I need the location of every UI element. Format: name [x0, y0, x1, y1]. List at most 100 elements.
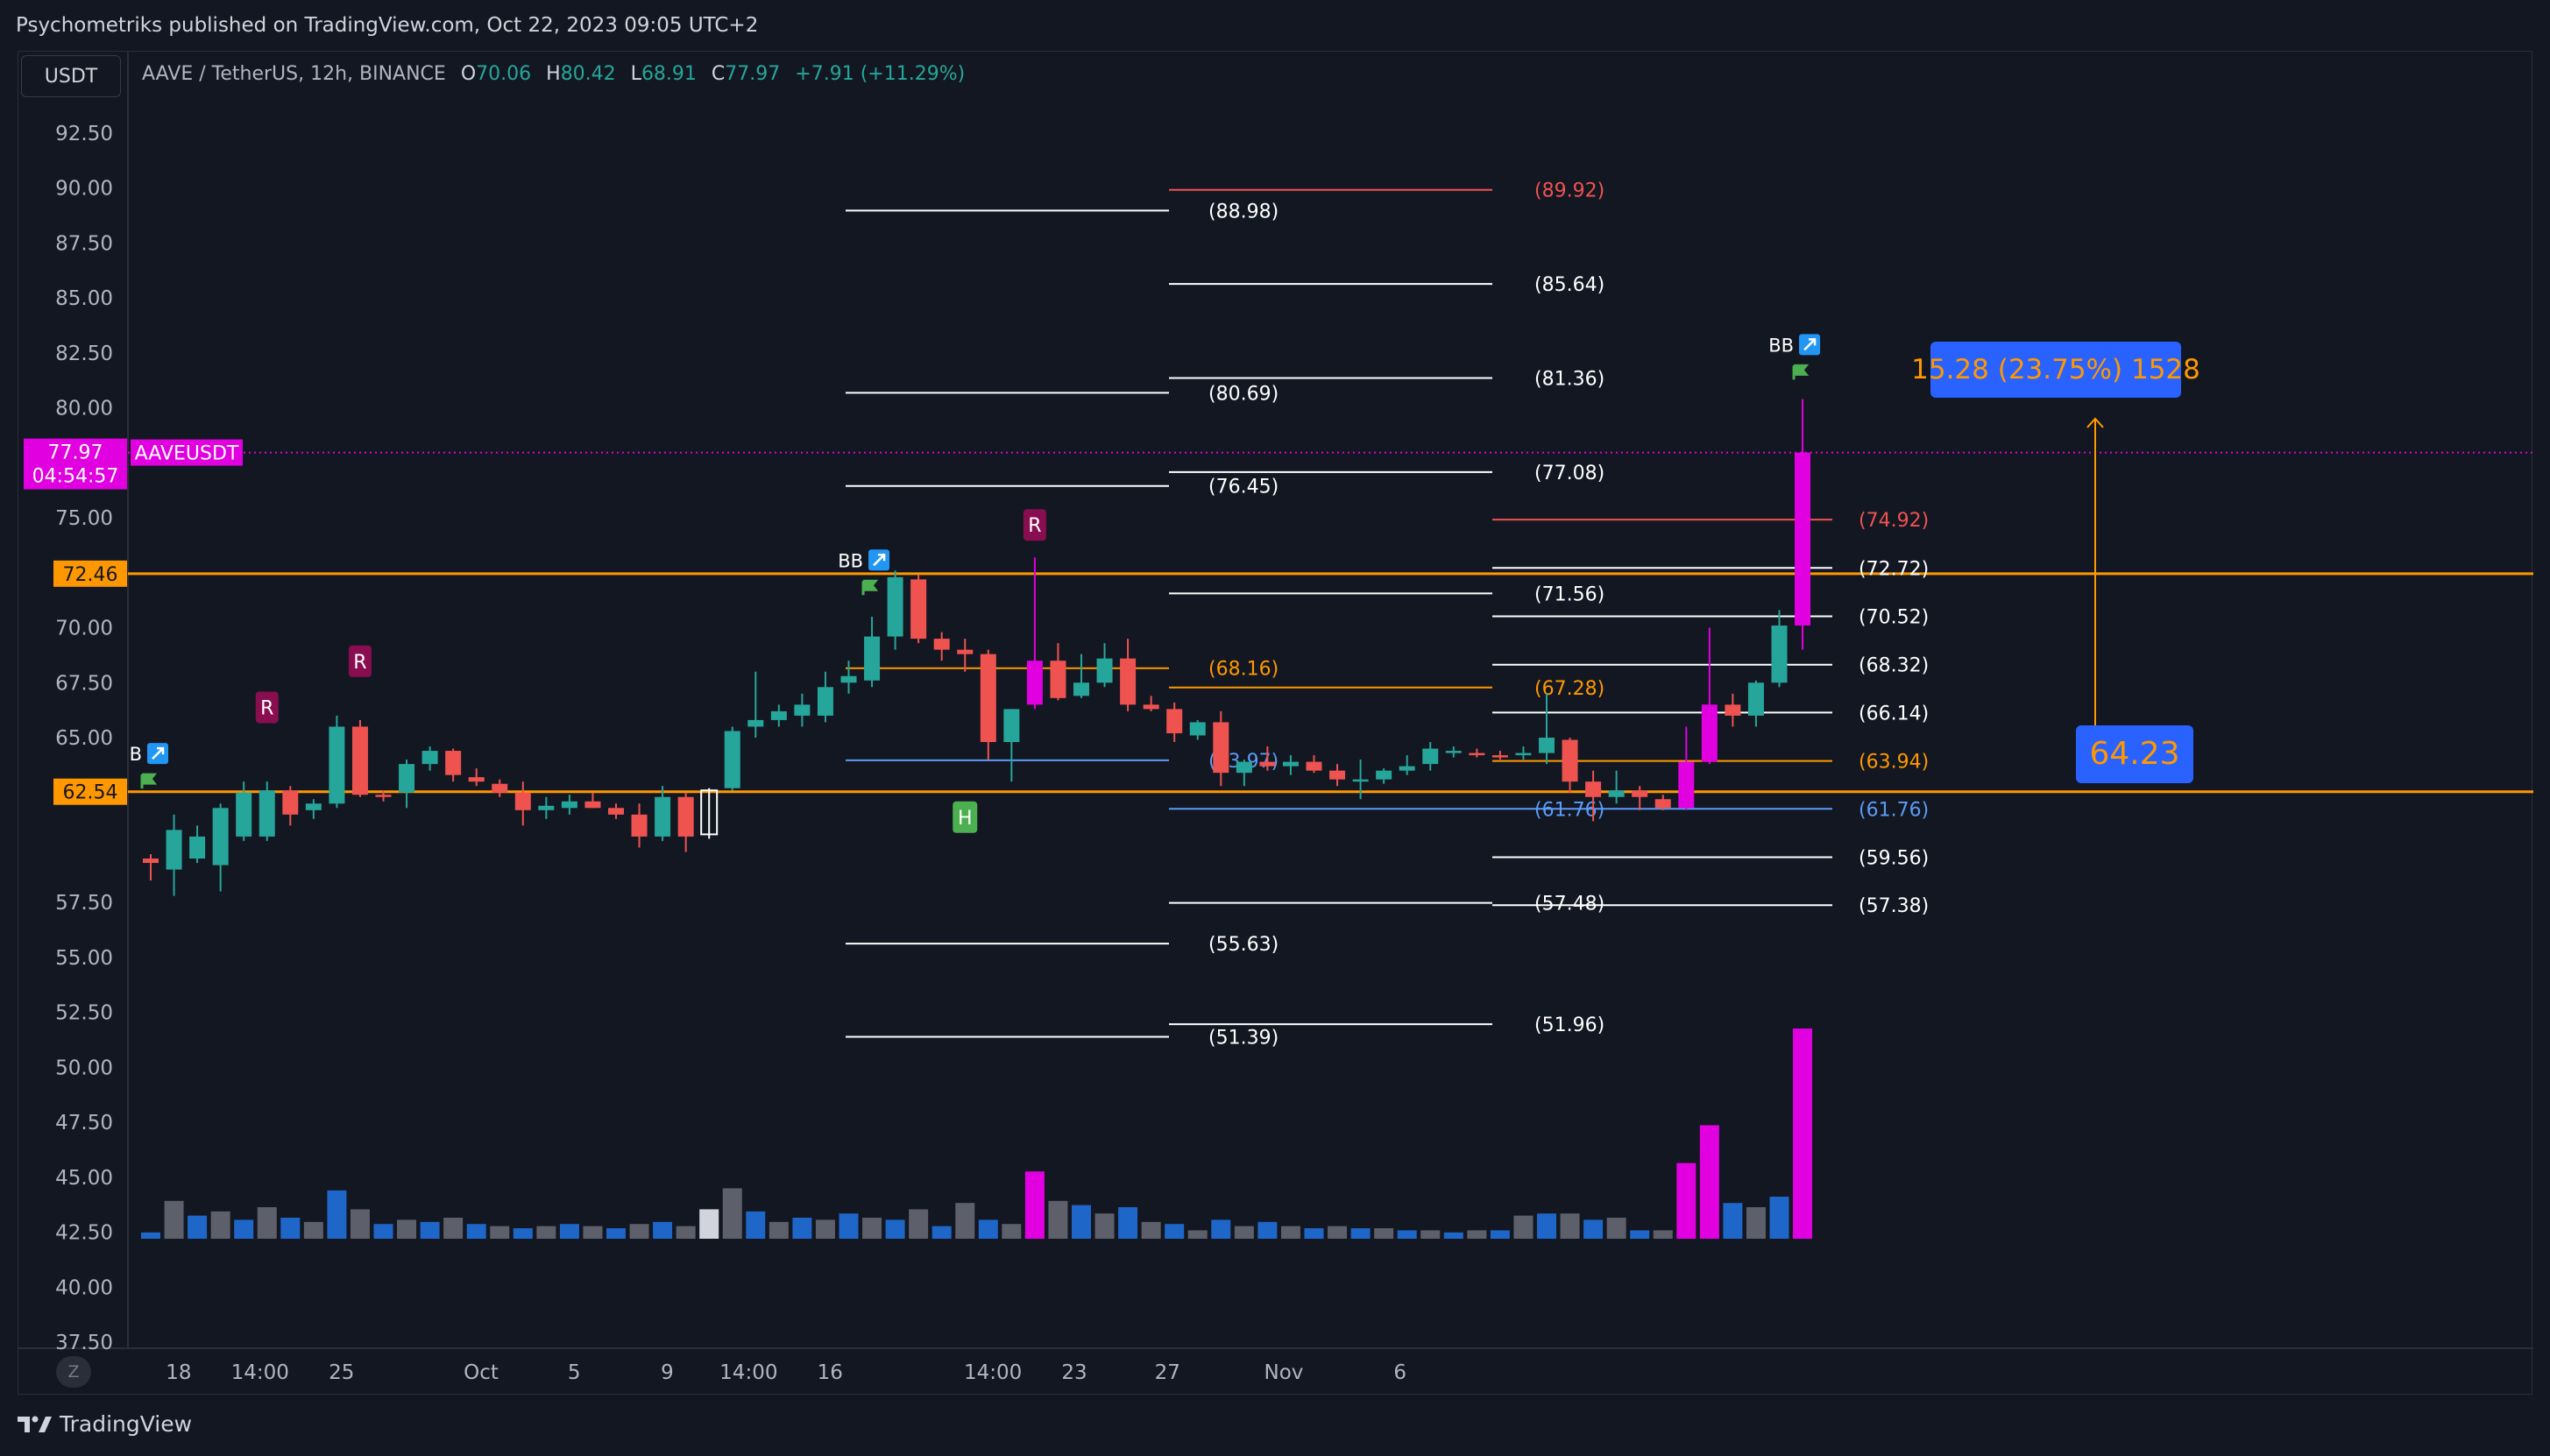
candle-body	[1539, 738, 1555, 753]
volume-bar	[815, 1219, 835, 1239]
price-tick-label: 80.00	[55, 398, 113, 421]
candle-body	[1678, 761, 1695, 809]
price-tick-label: 42.50	[55, 1222, 113, 1245]
horizontal-level-tag	[53, 778, 127, 805]
time-tick-label: 14:00	[231, 1361, 289, 1384]
volume-bar	[606, 1228, 626, 1239]
fib-level-label: (57.48)	[1534, 894, 1604, 915]
candle-body	[1608, 790, 1625, 797]
candle-body	[1096, 658, 1113, 683]
candle-body	[538, 805, 555, 810]
volume-bar	[420, 1221, 440, 1239]
volume-bar	[1560, 1213, 1580, 1239]
candle-body	[421, 751, 438, 765]
candle-body	[910, 579, 927, 640]
candle-body	[1469, 753, 1485, 756]
candle-body	[770, 710, 787, 720]
candle-body	[1422, 748, 1439, 765]
volume-bar	[1072, 1205, 1091, 1239]
price-chart[interactable]: 92.50 90.00 87.50 85.00 82.50 80.00 75.00 70.00…	[18, 52, 2533, 1396]
candle-body	[1236, 761, 1252, 774]
time-tick-label: 23	[1061, 1361, 1087, 1384]
measure-price-label: 64.23	[2089, 736, 2179, 772]
candle-body	[1166, 709, 1183, 733]
legend-change-value: +7.91 (+11.29%)	[795, 63, 966, 85]
volume-bar	[397, 1219, 417, 1239]
volume-bar	[536, 1226, 556, 1239]
candle-body	[1306, 761, 1322, 771]
candle-body	[1654, 799, 1671, 809]
signal-marker-h	[953, 801, 978, 833]
candle-body	[957, 649, 974, 654]
candle-body	[375, 795, 392, 797]
volume-bar	[466, 1224, 486, 1239]
published-header: Psychometriks published on TradingView.c…	[16, 14, 759, 37]
volume-bar	[1165, 1224, 1185, 1239]
last-price-label: 77.97	[48, 442, 103, 464]
candle-body	[1143, 704, 1159, 710]
time-tick-label: 16	[818, 1361, 843, 1384]
candle-body	[1399, 766, 1415, 771]
volume-bar	[1490, 1230, 1510, 1239]
volume-bar	[1676, 1163, 1696, 1239]
volume-bar	[490, 1226, 510, 1239]
candle-body	[399, 764, 415, 793]
volume-bar	[722, 1188, 742, 1239]
candle-body	[561, 801, 577, 809]
time-tick-label: 27	[1155, 1361, 1180, 1384]
time-tick-label: 5	[568, 1361, 581, 1384]
fib-level-label: (67.28)	[1534, 678, 1604, 700]
candle-body	[236, 792, 252, 837]
volume-bar	[327, 1190, 347, 1239]
signal-marker-label: R	[260, 697, 273, 719]
candle-body	[1585, 781, 1602, 797]
fib-level-label: (61.76)	[1859, 799, 1929, 821]
fib-level-label: (57.38)	[1859, 895, 1929, 917]
volume-bar	[1397, 1230, 1417, 1239]
chart-pane[interactable]: 92.50 90.00 87.50 85.00 82.50 80.00 75.00 70.00…	[18, 51, 2533, 1396]
candle-body	[189, 836, 206, 859]
legend-high-value: 80.42	[560, 63, 616, 85]
volume-bar	[676, 1226, 696, 1239]
candle-body	[608, 808, 624, 815]
fib-level-label: (63.94)	[1859, 752, 1929, 774]
price-tick-label: 90.00	[55, 178, 113, 201]
volume-bar	[1420, 1230, 1441, 1239]
price-tick-label: 37.50	[55, 1332, 113, 1354]
candle-body	[282, 790, 299, 815]
fib-level-label: (51.39)	[1208, 1027, 1279, 1049]
candle-body	[445, 751, 462, 775]
volume-bar	[885, 1219, 905, 1239]
candle-body	[351, 726, 368, 795]
candle-body	[166, 830, 182, 870]
price-tick-label: 45.00	[55, 1167, 113, 1190]
volume-bar	[653, 1221, 673, 1239]
currency-button[interactable]: USDT	[21, 55, 121, 97]
candle-body	[1282, 761, 1299, 767]
fib-level-label: (76.45)	[1208, 477, 1279, 498]
zoom-reset-button[interactable]: Z	[56, 1356, 91, 1388]
volume-bar	[210, 1211, 230, 1239]
volume-bar	[1234, 1226, 1254, 1239]
signal-marker-label: B	[130, 744, 142, 765]
volume-bar	[164, 1200, 184, 1239]
fib-level-label: (81.36)	[1534, 369, 1604, 391]
candle-body	[747, 719, 764, 727]
symbol-name-label: AAVEUSDT	[135, 443, 239, 465]
volume-bar	[1257, 1221, 1278, 1239]
fib-level-label: (85.64)	[1534, 274, 1604, 296]
legend-open-value: 70.06	[476, 63, 532, 85]
candle-body	[1026, 661, 1043, 705]
fib-level-label: (89.92)	[1534, 180, 1604, 202]
time-tick-label: Nov	[1264, 1361, 1304, 1384]
volume-bar	[1746, 1207, 1766, 1239]
horizontal-level-label: 72.46	[63, 564, 118, 586]
price-tick-label: 47.50	[55, 1112, 113, 1134]
signal-flag-icon	[861, 579, 879, 596]
tradingview-brand[interactable]: TradingView	[16, 1407, 192, 1442]
candle-body	[864, 636, 881, 681]
fib-level-label: (61.76)	[1534, 799, 1604, 821]
candle-body	[1445, 751, 1462, 753]
candle-body	[1120, 658, 1137, 705]
volume-bar	[1793, 1028, 1813, 1239]
